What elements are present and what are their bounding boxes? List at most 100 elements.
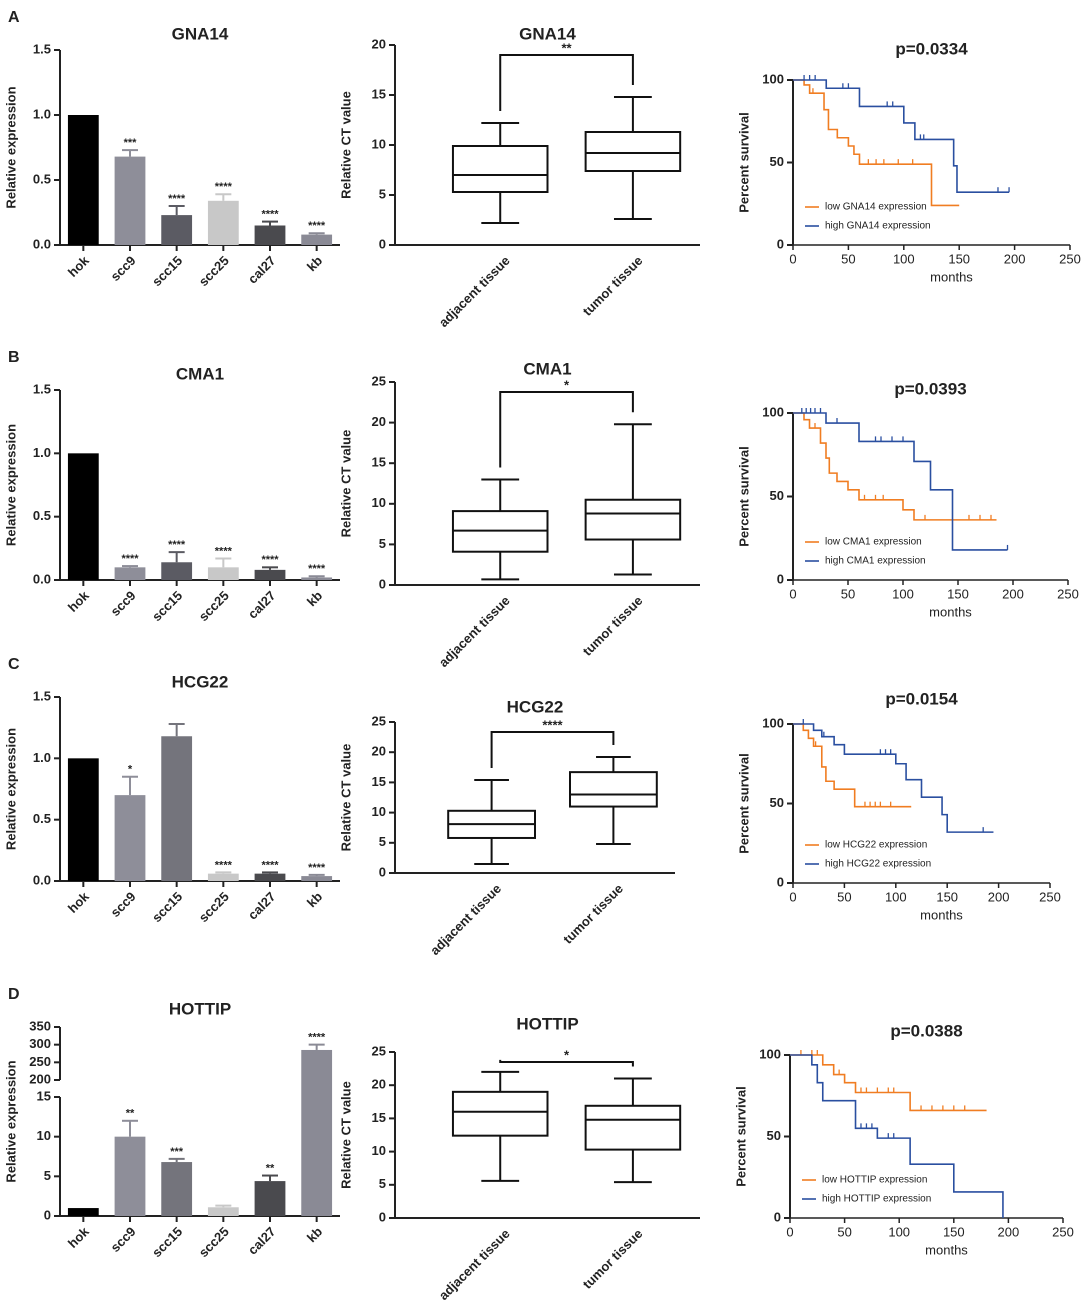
y-tick-label: 50: [770, 795, 784, 810]
y-tick-label: 250: [29, 1054, 51, 1069]
y-tick-label: 15: [372, 455, 386, 470]
chart-title: CMA1: [176, 364, 224, 383]
x-axis-label: months: [925, 1242, 968, 1257]
x-tick-label: adjacent tissue: [436, 593, 513, 670]
x-tick-label: 150: [936, 889, 958, 904]
x-tick-label: 200: [1004, 251, 1026, 266]
chart-title: CMA1: [523, 359, 571, 378]
y-tick-label: 20: [372, 744, 386, 759]
y-tick-label: 15: [372, 774, 386, 789]
chart-title: GNA14: [172, 24, 229, 43]
bar: [67, 758, 99, 881]
y-axis-label: Relative expression: [3, 86, 18, 208]
y-tick-label: 20: [372, 414, 386, 429]
y-tick-label: 20: [372, 36, 386, 51]
significance-bracket: [499, 1059, 634, 1067]
significance-bracket: [490, 731, 615, 768]
y-tick-label: 25: [372, 373, 386, 388]
y-tick-label: 1.5: [33, 41, 51, 56]
y-axis-label: Relative CT value: [338, 744, 353, 852]
significance-label: *: [128, 764, 133, 776]
x-tick-label: 50: [837, 1224, 851, 1239]
x-tick-label: 200: [988, 889, 1010, 904]
panel-letter: B: [8, 349, 20, 366]
legend-label: low HOTTIP expression: [822, 1175, 927, 1186]
significance-label: *: [564, 377, 570, 392]
y-tick-label: 100: [762, 71, 784, 86]
x-tick-label: 150: [948, 251, 970, 266]
significance-bracket: [499, 391, 634, 468]
box: [584, 131, 682, 172]
chart-title: HCG22: [172, 672, 229, 691]
x-tick-label: 50: [841, 251, 855, 266]
survival-curve: [793, 79, 1010, 193]
survival-curve: [793, 412, 997, 521]
y-tick-label: 100: [759, 1046, 781, 1061]
x-tick-label: 0: [789, 251, 796, 266]
y-tick-label: 300: [29, 1036, 51, 1051]
x-tick-label: 0: [789, 889, 796, 904]
y-axis-label: Relative expression: [3, 728, 18, 850]
y-axis-label: Relative expression: [3, 424, 18, 546]
y-tick-label: 10: [37, 1128, 51, 1143]
y-tick-label: 200: [29, 1071, 51, 1086]
x-tick-label: scc25: [196, 1224, 232, 1260]
panel-letter: A: [8, 9, 20, 26]
y-tick-label: 1.5: [33, 381, 51, 396]
legend-label: high HOTTIP expression: [822, 1194, 931, 1205]
bar: [114, 1136, 146, 1216]
y-tick-label: 5: [379, 186, 386, 201]
significance-label: **: [266, 1162, 275, 1174]
bar: [301, 1049, 333, 1216]
significance-label: *: [564, 1047, 570, 1062]
y-tick-label: 0: [379, 236, 386, 251]
significance-label: ****: [308, 862, 326, 874]
significance-label: ****: [542, 717, 563, 732]
survival-curve: [793, 79, 960, 207]
chart-title: p=0.0334: [895, 39, 968, 58]
y-tick-label: 5: [379, 536, 386, 551]
bar: [161, 215, 193, 245]
y-tick-label: 0: [777, 874, 784, 889]
y-tick-label: 15: [372, 1110, 386, 1125]
legend-label: high CMA1 expression: [825, 556, 926, 567]
chart-title: GNA14: [519, 24, 576, 43]
y-axis-label: Percent survival: [733, 1086, 748, 1186]
x-tick-label: 150: [943, 1224, 965, 1239]
significance-label: ***: [124, 137, 138, 149]
y-tick-label: 0.0: [33, 571, 51, 586]
y-tick-label: 100: [762, 404, 784, 419]
bar: [254, 873, 286, 881]
x-tick-label: 100: [885, 889, 907, 904]
panel-letter: C: [8, 656, 20, 673]
x-tick-label: 50: [841, 586, 855, 601]
y-tick-label: 5: [379, 834, 386, 849]
significance-label: ****: [261, 209, 279, 221]
y-tick-label: 10: [372, 136, 386, 151]
y-tick-label: 1.0: [33, 445, 51, 460]
x-tick-label: hok: [65, 888, 92, 915]
bar: [114, 156, 146, 245]
significance-label: ****: [308, 1032, 326, 1044]
x-tick-label: 200: [998, 1224, 1020, 1239]
bar: [254, 225, 286, 245]
x-tick-label: 250: [1039, 889, 1061, 904]
panel-letter: D: [8, 986, 20, 1003]
x-tick-label: scc25: [196, 889, 232, 925]
significance-label: ****: [121, 553, 139, 565]
x-tick-label: adjacent tissue: [427, 881, 504, 958]
bar: [301, 234, 333, 245]
y-tick-label: 0: [379, 864, 386, 879]
bar: [67, 1208, 99, 1216]
y-axis-label: Percent survival: [736, 446, 751, 546]
bar: [114, 567, 146, 580]
survival-curve: [793, 412, 1008, 551]
y-axis-label: Relative CT value: [338, 430, 353, 538]
x-tick-label: scc15: [149, 253, 185, 289]
bar: [254, 569, 286, 580]
y-tick-label: 5: [379, 1176, 386, 1191]
significance-label: ***: [170, 1146, 184, 1158]
x-axis-label: months: [929, 604, 972, 619]
y-tick-label: 25: [372, 713, 386, 728]
